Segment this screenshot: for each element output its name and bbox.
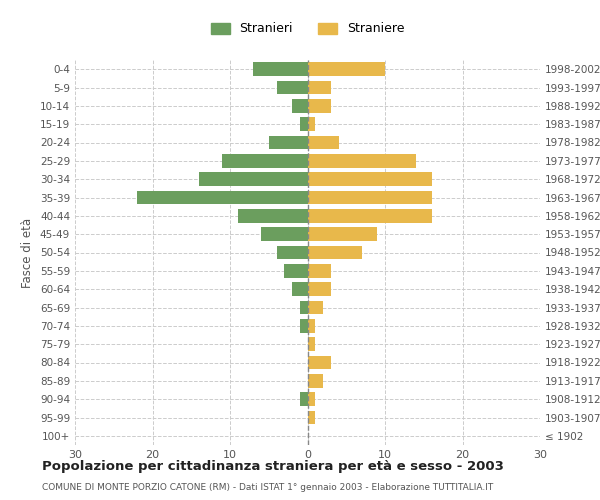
Bar [308, 356, 331, 370]
Bar [308, 319, 315, 332]
Text: COMUNE DI MONTE PORZIO CATONE (RM) - Dati ISTAT 1° gennaio 2003 - Elaborazione T: COMUNE DI MONTE PORZIO CATONE (RM) - Dat… [42, 483, 493, 492]
Bar [300, 319, 308, 332]
Bar [308, 62, 385, 76]
Bar [308, 80, 331, 94]
Bar [308, 338, 315, 351]
Bar [308, 172, 431, 186]
Bar [308, 246, 362, 260]
Bar [308, 264, 331, 278]
Bar [277, 80, 308, 94]
Bar [300, 300, 308, 314]
Bar [238, 209, 308, 222]
Bar [269, 136, 308, 149]
Legend: Stranieri, Straniere: Stranieri, Straniere [205, 16, 410, 42]
Bar [308, 300, 323, 314]
Bar [308, 99, 331, 112]
Bar [308, 228, 377, 241]
Bar [253, 62, 308, 76]
Bar [137, 190, 308, 204]
Bar [308, 136, 338, 149]
Bar [261, 228, 308, 241]
Bar [199, 172, 308, 186]
Text: Popolazione per cittadinanza straniera per età e sesso - 2003: Popolazione per cittadinanza straniera p… [42, 460, 504, 473]
Bar [308, 209, 431, 222]
Bar [222, 154, 308, 168]
Y-axis label: Fasce di età: Fasce di età [22, 218, 34, 288]
Bar [308, 154, 416, 168]
Bar [308, 118, 315, 131]
Bar [277, 246, 308, 260]
Bar [292, 282, 308, 296]
Bar [292, 99, 308, 112]
Bar [284, 264, 308, 278]
Bar [308, 392, 315, 406]
Bar [300, 392, 308, 406]
Bar [308, 410, 315, 424]
Bar [308, 282, 331, 296]
Bar [308, 190, 431, 204]
Bar [300, 118, 308, 131]
Bar [308, 374, 323, 388]
